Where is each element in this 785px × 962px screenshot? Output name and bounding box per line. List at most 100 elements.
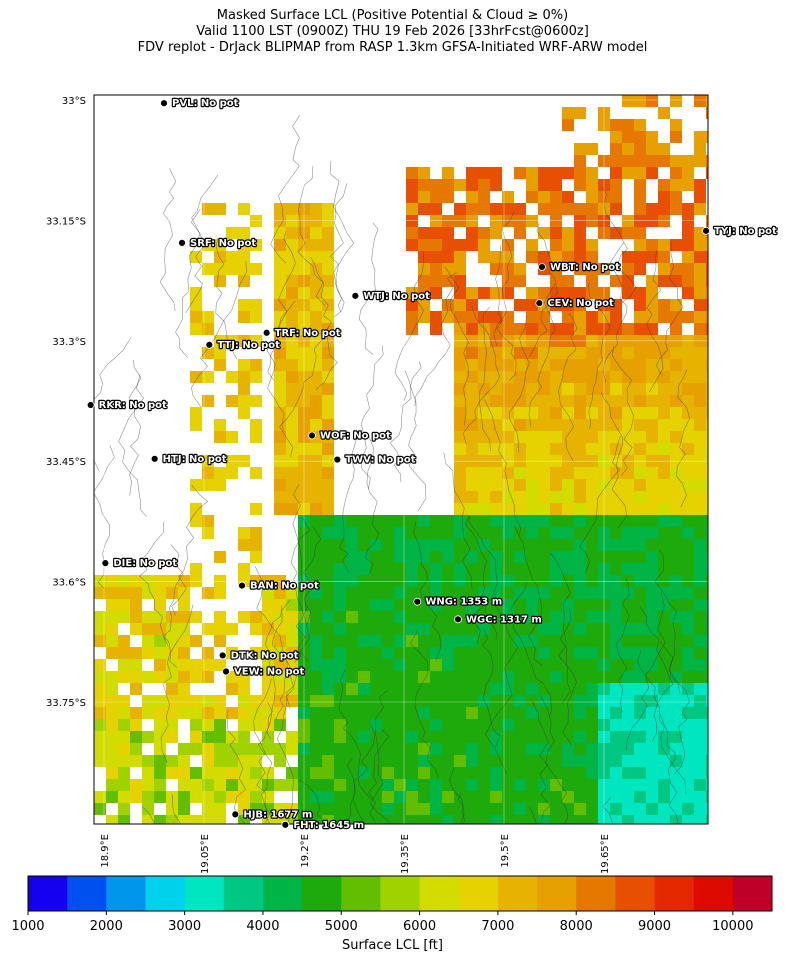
- title-line-2: Valid 1100 LST (0900Z) THU 19 Feb 2026 […: [196, 24, 589, 39]
- station-vew: VEW: No pot: [222, 665, 306, 679]
- station-htj: HTJ: No pot: [150, 453, 228, 466]
- colorbar-tick-label: 8000: [559, 919, 593, 934]
- station-dot: [281, 820, 290, 829]
- lon-tick-label: 19.65°E: [600, 834, 611, 874]
- station-label: TTJ: No pot: [217, 340, 280, 351]
- station-dot: [150, 454, 159, 463]
- station-fht: FHT: 1645 m: [281, 819, 365, 832]
- station-dot: [205, 340, 214, 349]
- station-dot: [218, 651, 227, 660]
- station-label: WTJ: No pot: [363, 291, 430, 302]
- colorbar: [27, 875, 773, 915]
- lat-tick-label: 33.75°S: [46, 698, 86, 709]
- terrain-contours: [94, 115, 690, 824]
- station-label: PVL: No pot: [172, 98, 239, 109]
- station-markers: PVL: No pot SRF: No pot WBT: No pot CEV: No…: [86, 97, 778, 832]
- station-wbt: WBT: No pot: [538, 261, 621, 274]
- station-wtj: WTJ: No pot: [351, 290, 431, 303]
- title-line-3: FDV replot - DrJack BLIPMAP from RASP 1.…: [137, 40, 648, 55]
- station-dot: [160, 99, 168, 108]
- colorbar-swatch: [537, 876, 577, 911]
- station-dot: [101, 559, 110, 568]
- lon-tick-label: 19.05°E: [200, 834, 211, 874]
- station-ban: BAN: No pot: [238, 579, 320, 593]
- station-label: WOF: No pot: [320, 431, 391, 442]
- colorbar-swatch: [576, 876, 616, 911]
- colorbar-swatch: [223, 876, 264, 911]
- colorbar-swatch: [732, 876, 773, 911]
- colorbar-tick-label: 4000: [246, 919, 280, 934]
- station-die: DIE: No pot: [101, 557, 179, 570]
- colorbar-tick-label: 6000: [403, 919, 437, 934]
- colorbar-swatch: [262, 876, 303, 911]
- station-dot: [538, 263, 546, 271]
- station-tyj: TYJ: No pot: [702, 225, 778, 238]
- colorbar-tick-label: 2000: [89, 919, 123, 934]
- lat-tick-label: 33.6°S: [52, 578, 86, 589]
- station-label: RKR: No pot: [99, 400, 167, 411]
- lon-tick-label: 19.35°E: [400, 834, 411, 874]
- station-wng: WNG: 1353 m: [413, 595, 503, 609]
- station-hjb: HJB: 1677 m: [231, 808, 313, 822]
- station-label: DTK: No pot: [231, 650, 299, 661]
- station-label: TWV: No pot: [345, 455, 415, 466]
- colorbar-swatch: [654, 876, 695, 911]
- station-dot: [413, 597, 422, 606]
- colorbar-swatch: [145, 876, 186, 911]
- station-label: VEW: No pot: [234, 666, 305, 677]
- colorbar-tick-label: 1000: [11, 919, 45, 934]
- station-cev: CEV: No pot: [535, 297, 615, 310]
- station-dot: [178, 238, 186, 247]
- colorbar-swatch: [28, 876, 68, 911]
- station-trf: TRF: No pot: [262, 327, 342, 340]
- latitude-ticks: 33°S 33.15°S 33.3°S 33.45°S 33.6°S 33.75°S: [46, 96, 86, 709]
- colorbar-swatch: [458, 876, 499, 911]
- lon-tick-label: 19.5°E: [500, 834, 511, 868]
- station-dtk: DTK: No pot: [218, 649, 300, 663]
- station-rkr: RKR: No pot: [86, 399, 168, 412]
- colorbar-swatch: [419, 876, 460, 911]
- colorbar-swatch: [302, 876, 342, 911]
- colorbar-tick-label: 10000: [712, 919, 754, 934]
- lcl-field: [94, 95, 708, 824]
- station-label: WBT: No pot: [550, 262, 620, 273]
- station-wgc: WGC: 1317 m: [454, 613, 543, 627]
- colorbar-swatch: [497, 876, 538, 911]
- station-twv: TWV: No pot: [333, 453, 417, 467]
- colorbar-tick-label: 5000: [324, 919, 358, 934]
- lon-tick-label: 19.2°E: [300, 834, 311, 868]
- station-label: WNG: 1353 m: [425, 597, 502, 608]
- station-dot: [86, 401, 95, 409]
- longitude-ticks: 18.9°E 19.05°E 19.2°E 19.35°E 19.5°E 19.65°E: [100, 834, 611, 874]
- colorbar-swatch: [380, 876, 421, 911]
- station-dot: [454, 615, 462, 624]
- station-label: WGC: 1317 m: [466, 614, 542, 625]
- colorbar-swatch: [615, 876, 656, 911]
- colorbar-tick-label: 7000: [481, 919, 515, 934]
- station-label: HTJ: No pot: [163, 454, 227, 465]
- title-line-1: Masked Surface LCL (Positive Potential &…: [216, 8, 569, 23]
- station-dot: [351, 291, 360, 300]
- station-label: CEV: No pot: [547, 298, 614, 309]
- colorbar-swatch: [341, 876, 381, 911]
- lat-tick-label: 33°S: [62, 96, 86, 107]
- lat-tick-label: 33.3°S: [52, 337, 86, 348]
- station-label: BAN: No pot: [250, 581, 319, 592]
- station-srf: SRF: No pot: [178, 237, 258, 250]
- station-dot: [231, 810, 240, 819]
- colorbar-swatch: [67, 876, 107, 911]
- station-label: DIE: No pot: [113, 558, 177, 569]
- station-dot: [308, 431, 316, 440]
- colorbar-tick-label: 3000: [168, 919, 202, 934]
- colorbar-swatch: [106, 876, 146, 911]
- station-label: TRF: No pot: [275, 328, 341, 339]
- station-dot: [238, 581, 246, 590]
- station-pvl: PVL: No pot: [160, 97, 240, 110]
- colorbar-tick-label: 9000: [637, 919, 672, 934]
- lat-tick-label: 33.15°S: [46, 216, 86, 227]
- station-ttj: TTJ: No pot: [205, 339, 281, 352]
- station-label: TYJ: No pot: [714, 226, 777, 237]
- station-dot: [333, 455, 342, 464]
- station-label: FHT: 1645 m: [293, 820, 364, 831]
